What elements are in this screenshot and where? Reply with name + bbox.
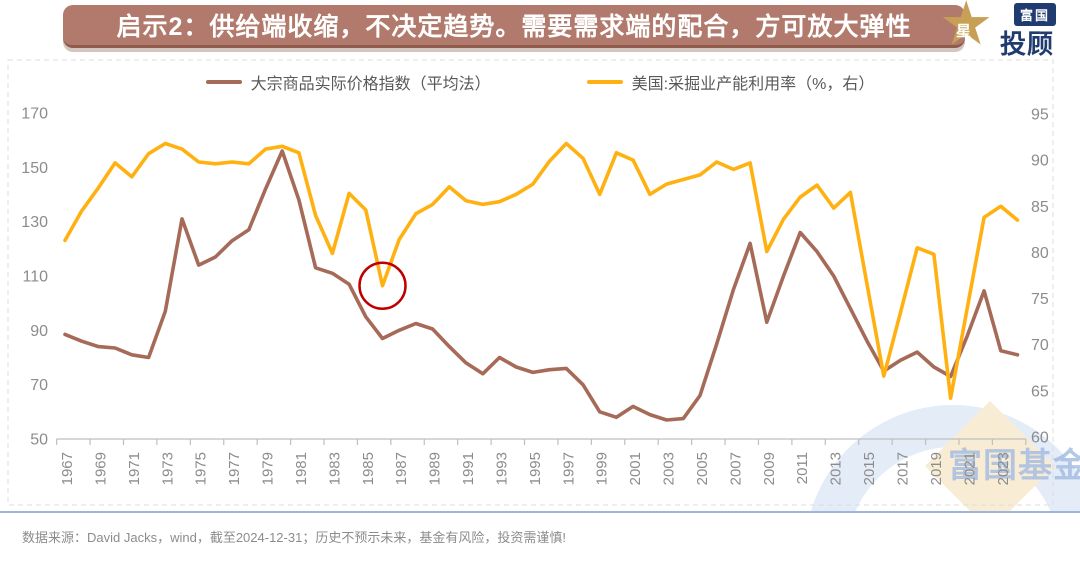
- watermark: 富国基金: [0, 58, 1080, 512]
- x-axis-label: 1985: [360, 452, 377, 485]
- left-axis-label: 150: [21, 160, 48, 177]
- x-axis-label: 1999: [594, 452, 611, 485]
- x-axis-label: 1997: [560, 452, 577, 485]
- footer-divider: [0, 511, 1080, 513]
- x-axis-label: 1993: [493, 452, 510, 485]
- watermark-text: 富国基金: [948, 447, 1080, 485]
- x-axis-label: 1971: [126, 452, 143, 485]
- page-title: 启示2：供给端收缩，不决定趋势。需要需求端的配合，方可放大弹性: [116, 13, 912, 41]
- series-line-left: [63, 149, 1020, 422]
- x-axis-label: 1975: [193, 452, 210, 485]
- right-axis-label: 90: [1031, 153, 1049, 170]
- title-banner: 启示2：供给端收缩，不决定趋势。需要需求端的配合，方可放大弹性: [63, 5, 965, 48]
- left-axis-label: 90: [30, 323, 48, 340]
- star-icon: ★: [942, 0, 991, 54]
- x-axis-label: 1987: [393, 452, 410, 485]
- series-line-right: [63, 141, 1020, 401]
- left-axis-label: 130: [21, 214, 48, 231]
- x-axis-label: 1977: [226, 452, 243, 485]
- x-axis-label: 2007: [727, 452, 744, 485]
- legend-item-commodity: 大宗商品实际价格指数（平均法）: [205, 70, 491, 94]
- left-axis-label: 70: [30, 377, 48, 394]
- right-axis-label: 65: [1031, 383, 1049, 400]
- x-axis-label: 1967: [59, 452, 76, 485]
- left-axis-label: 110: [22, 269, 48, 286]
- x-axis-label: 2017: [895, 452, 912, 485]
- right-axis-label: 70: [1031, 337, 1049, 354]
- commodity-line-swatch: [205, 80, 242, 84]
- line-chart: 1967 1969 1971 1973 1975 1977 1979 1981 1983 1985…: [7, 59, 1054, 506]
- right-axis-label: 80: [1031, 245, 1049, 262]
- x-axis-label: 2019: [928, 452, 945, 485]
- brand-logo: ★ 星 富国 投顾: [938, 0, 1080, 59]
- x-axis-label: 2003: [661, 452, 678, 485]
- right-axis-label: 95: [1031, 107, 1049, 124]
- x-axis-label: 1983: [326, 452, 343, 485]
- source-note: 数据来源：David Jacks，wind，截至2024-12-31；历史不预示…: [22, 530, 566, 545]
- right-axis-label: 60: [1031, 430, 1049, 447]
- x-axis-label: 2011: [794, 452, 811, 484]
- x-axis-label: 2015: [861, 452, 878, 485]
- x-axis-label: 1991: [460, 452, 477, 485]
- legend-label: 美国:采掘业产能利用率（%，右）: [631, 76, 875, 93]
- brand-name: 投顾: [1000, 29, 1055, 59]
- brand-badge: 富国: [1014, 3, 1057, 26]
- x-axis-label: 2013: [828, 452, 845, 485]
- annotation-circle: [358, 261, 407, 310]
- left-axis-label: 50: [30, 432, 48, 449]
- x-axis-label: 2001: [627, 452, 644, 485]
- x-axis-label: 1973: [159, 452, 176, 485]
- x-axis-label: 1989: [427, 452, 444, 485]
- left-axis-label: 170: [21, 106, 48, 123]
- x-axis-label: 1981: [293, 452, 310, 485]
- x-axis-label: 2021: [961, 452, 978, 485]
- utilization-line-swatch: [586, 80, 623, 84]
- x-axis-label: 2009: [761, 452, 778, 485]
- x-axis-label: 1969: [92, 452, 109, 485]
- right-axis-label: 85: [1031, 199, 1049, 216]
- x-axis-label: 1979: [260, 452, 277, 485]
- star-char: 星: [956, 23, 972, 40]
- x-axis-label: 1995: [527, 452, 544, 485]
- card-border: [7, 59, 1054, 506]
- x-axis-label: 2005: [694, 452, 711, 485]
- chart-legend: 大宗商品实际价格指数（平均法） 美国:采掘业产能利用率（%，右）: [0, 70, 1080, 94]
- legend-label: 大宗商品实际价格指数（平均法）: [250, 76, 491, 93]
- x-axis-label: 2023: [995, 452, 1012, 485]
- right-axis-label: 75: [1031, 291, 1049, 308]
- legend-item-utilization: 美国:采掘业产能利用率（%，右）: [586, 70, 875, 94]
